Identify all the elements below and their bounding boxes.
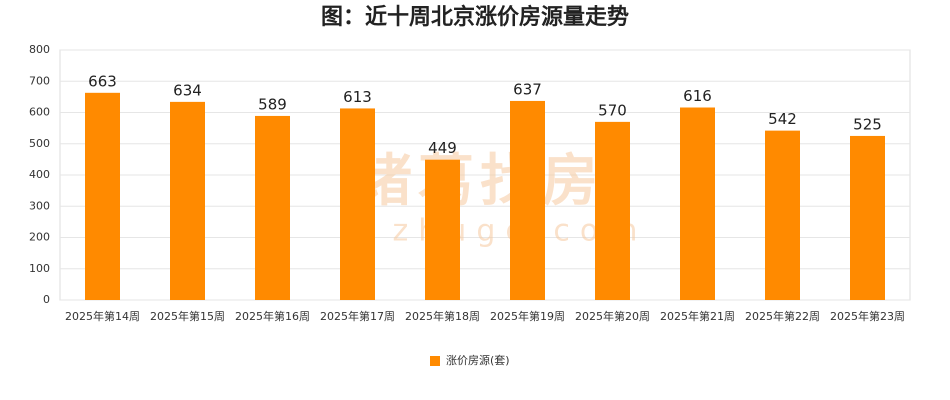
x-tick-label: 2025年第18周: [405, 309, 480, 323]
x-tick-label: 2025年第15周: [150, 309, 225, 323]
y-tick-label: 600: [29, 106, 50, 119]
y-tick-label: 0: [43, 293, 50, 306]
legend-label: 涨价房源(套): [446, 353, 510, 367]
y-tick-label: 400: [29, 168, 50, 181]
y-tick-label: 200: [29, 231, 50, 244]
value-label: 542: [768, 110, 797, 128]
y-tick-label: 700: [29, 74, 50, 87]
x-tick-label: 2025年第22周: [745, 309, 820, 323]
legend-swatch: [430, 356, 440, 366]
bar: [850, 135, 885, 300]
bar: [425, 159, 460, 300]
bar: [255, 115, 290, 300]
bar: [765, 130, 800, 300]
chart-title: 图：近十周北京涨价房源量走势: [321, 4, 629, 30]
bar: [680, 107, 715, 300]
y-tick-label: 500: [29, 137, 50, 150]
bar: [85, 92, 120, 300]
value-label: 570: [598, 101, 627, 119]
value-label: 449: [428, 139, 457, 157]
watermark: 诸葛找房: [356, 149, 604, 214]
x-tick-label: 2025年第21周: [660, 309, 735, 323]
value-label: 634: [173, 81, 202, 99]
bar: [595, 121, 630, 300]
value-label: 589: [258, 95, 287, 113]
y-tick-label: 100: [29, 262, 50, 275]
value-label: 616: [683, 87, 712, 105]
value-label: 663: [88, 72, 117, 90]
value-label: 637: [513, 80, 542, 98]
y-tick-label: 300: [29, 199, 50, 212]
bar: [170, 101, 205, 300]
y-tick-label: 800: [29, 43, 50, 56]
x-tick-label: 2025年第17周: [320, 309, 395, 323]
value-label: 525: [853, 115, 882, 133]
x-tick-label: 2025年第19周: [490, 309, 565, 323]
bar: [340, 108, 375, 300]
x-tick-label: 2025年第14周: [65, 309, 140, 323]
x-tick-label: 2025年第16周: [235, 309, 310, 323]
x-tick-label: 2025年第20周: [575, 309, 650, 323]
value-label: 613: [343, 88, 372, 106]
bar: [510, 100, 545, 300]
x-tick-label: 2025年第23周: [830, 309, 905, 323]
